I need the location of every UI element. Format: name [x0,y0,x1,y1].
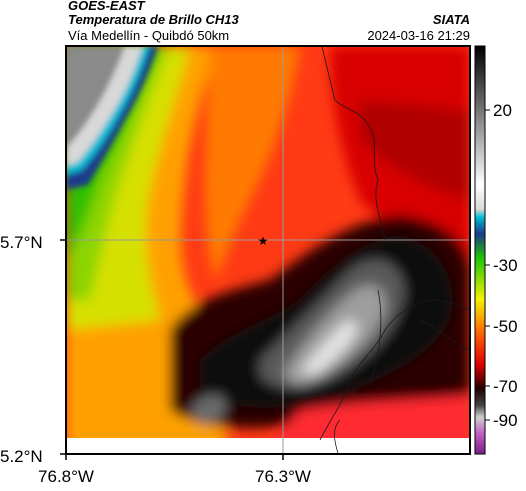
region-label: Vía Medellín - Quibdó 50km [68,28,230,43]
lat-label-5.7: 5.7°N [0,233,43,252]
station-star-icon: ★ [258,234,269,248]
datetime-label: 2024-03-16 21:29 [367,28,470,43]
admin-boundaries [319,46,470,454]
colorbar: 20 -30 -50 -70 -90 [474,45,518,455]
lon-label-76.8: 76.8°W [38,467,94,486]
brightness-temperature-field [66,46,470,454]
organization-label: SIATA [432,12,470,27]
colorbar-tick-minus30: -30 [493,256,518,275]
colorbar-tick-20: 20 [493,101,512,120]
lon-label-76.3: 76.3°W [255,467,311,486]
satellite-title: GOES-EAST [68,0,145,13]
colorbar-tick-minus90: -90 [493,411,518,430]
lat-label-5.2: 5.2°N [0,447,43,466]
colorbar-tick-minus70: -70 [493,377,518,396]
map-frame [65,45,471,455]
colorbar-tick-minus50: -50 [493,317,518,336]
product-title: Temperatura de Brillo CH13 [68,12,239,27]
